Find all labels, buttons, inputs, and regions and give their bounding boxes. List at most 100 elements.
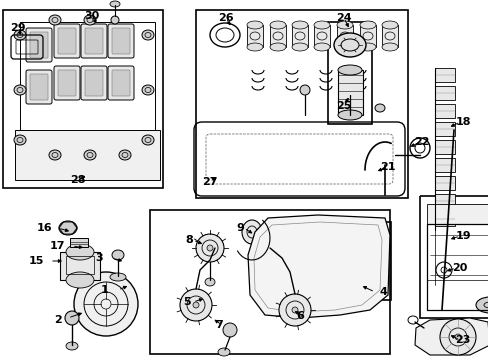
FancyBboxPatch shape [30,74,48,100]
Bar [359,25,375,47]
Ellipse shape [66,272,94,288]
Text: 23: 23 [454,335,469,345]
Ellipse shape [333,33,365,57]
Ellipse shape [196,234,224,262]
Bar [313,25,329,47]
Ellipse shape [66,244,94,260]
Ellipse shape [66,342,78,350]
Polygon shape [414,318,488,355]
Bar [291,25,307,47]
Ellipse shape [204,278,215,286]
Bar [434,176,454,190]
Bar [434,140,454,154]
Bar [70,238,88,247]
Bar [15,130,160,180]
Bar [434,104,454,118]
Text: 9: 9 [236,223,244,233]
Bar [336,25,352,47]
Text: 17: 17 [49,241,65,251]
Ellipse shape [49,150,61,160]
Bar [269,25,285,47]
FancyBboxPatch shape [85,70,103,96]
Ellipse shape [111,16,119,24]
Ellipse shape [119,150,131,160]
Bar [337,70,362,115]
FancyBboxPatch shape [108,66,134,100]
Ellipse shape [180,289,212,321]
Ellipse shape [336,21,352,29]
FancyBboxPatch shape [108,24,134,58]
Bar [434,158,454,172]
Bar [150,210,389,354]
FancyBboxPatch shape [58,70,76,96]
Text: 4: 4 [379,287,387,297]
Text: 3: 3 [95,253,103,263]
Text: 1: 1 [100,285,108,295]
Bar [20,22,155,177]
Text: 22: 22 [413,137,428,147]
Ellipse shape [59,221,77,235]
Ellipse shape [345,85,354,95]
Ellipse shape [313,21,329,29]
Ellipse shape [14,135,26,145]
Bar [434,194,454,208]
Text: 7: 7 [215,320,223,330]
Ellipse shape [359,43,375,51]
Bar [196,10,407,198]
Ellipse shape [337,65,361,75]
Ellipse shape [269,21,285,29]
Ellipse shape [110,1,120,7]
Ellipse shape [381,21,397,29]
Ellipse shape [299,85,309,95]
Ellipse shape [218,348,229,356]
Text: 15: 15 [29,256,44,266]
Text: 26: 26 [218,13,233,23]
Ellipse shape [14,30,26,40]
Ellipse shape [454,334,460,340]
Ellipse shape [475,297,488,313]
FancyBboxPatch shape [81,66,107,100]
Text: 24: 24 [335,13,351,23]
FancyBboxPatch shape [112,28,130,54]
FancyBboxPatch shape [30,32,48,58]
Ellipse shape [84,15,96,25]
Text: 21: 21 [379,162,395,172]
Text: 28: 28 [70,175,85,185]
Bar [434,122,454,136]
Bar [246,25,263,47]
Ellipse shape [242,220,262,244]
Ellipse shape [291,307,297,313]
Ellipse shape [337,110,361,120]
FancyBboxPatch shape [112,70,130,96]
Text: 19: 19 [455,231,470,241]
Text: 27: 27 [202,177,217,187]
Ellipse shape [112,250,124,260]
Ellipse shape [223,323,237,337]
Text: 20: 20 [451,263,467,273]
Text: 25: 25 [335,101,351,111]
FancyBboxPatch shape [85,28,103,54]
Text: 16: 16 [36,223,52,233]
Bar [66,256,94,274]
Ellipse shape [336,43,352,51]
FancyBboxPatch shape [54,24,80,58]
Ellipse shape [279,294,310,326]
Bar [434,86,454,100]
FancyBboxPatch shape [26,70,52,104]
Bar [434,212,454,226]
Ellipse shape [110,273,126,281]
Bar [60,252,100,280]
Ellipse shape [65,311,79,325]
Bar [419,196,488,318]
Ellipse shape [313,43,329,51]
FancyBboxPatch shape [81,24,107,58]
Bar [3,10,163,188]
Ellipse shape [246,21,263,29]
Bar [329,222,390,300]
Bar [426,204,488,224]
Bar [381,25,397,47]
Ellipse shape [206,245,213,251]
FancyBboxPatch shape [26,28,52,62]
Ellipse shape [381,43,397,51]
Polygon shape [247,215,389,318]
